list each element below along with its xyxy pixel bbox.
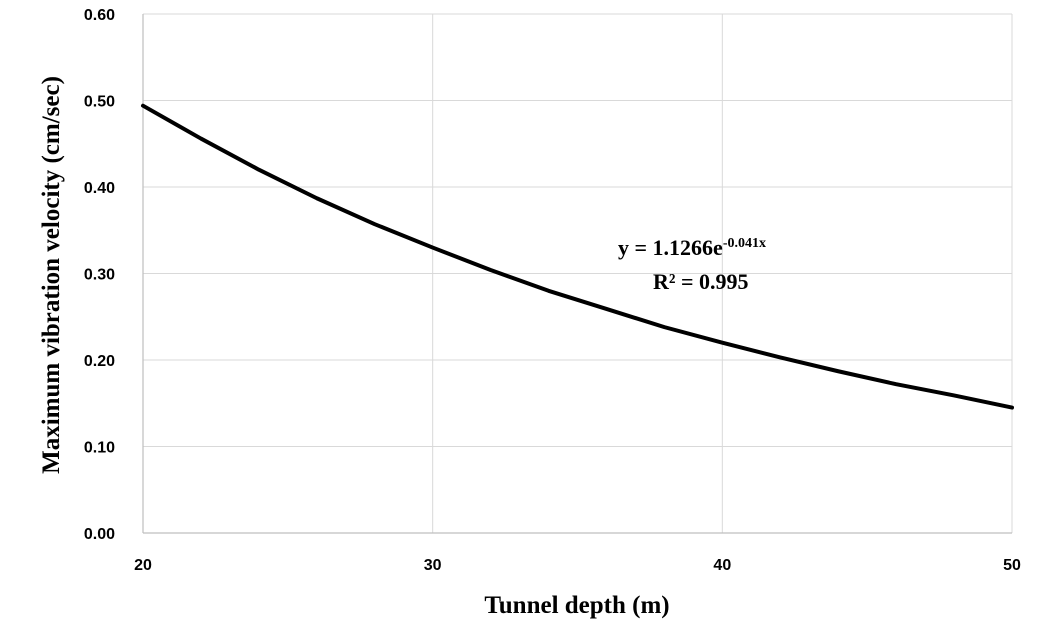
series-line	[141, 103, 1014, 410]
x-tick-label: 30	[424, 557, 442, 574]
y-axis-title: Maximum vibration velocity (cm/sec)	[38, 76, 65, 474]
tick-labels: 0.00 0.10 0.20 0.30 0.40 0.50 0.60 20 30 40 50	[84, 7, 1021, 574]
y-tick-label: 0.40	[84, 180, 115, 197]
x-tick-label: 40	[713, 557, 731, 574]
y-tick-label: 0.10	[84, 440, 115, 457]
y-tick-label: 0.50	[84, 94, 115, 111]
y-tick-label: 0.60	[84, 7, 115, 24]
x-tick-label: 20	[134, 557, 152, 574]
r-squared-annotation: R² = 0.995	[653, 269, 749, 294]
x-axis-title: Tunnel depth (m)	[484, 592, 669, 619]
y-tick-label: 0.00	[84, 526, 115, 543]
x-tick-label: 50	[1003, 557, 1021, 574]
equation-base: y = 1.1266e	[618, 235, 723, 260]
axes	[142, 14, 1012, 534]
equation-annotation: y = 1.1266e-0.041x	[618, 235, 766, 260]
grid	[142, 13, 1013, 534]
y-tick-label: 0.20	[84, 353, 115, 370]
y-tick-label: 0.30	[84, 267, 115, 284]
series	[141, 103, 1014, 410]
equation-exponent: -0.041x	[723, 236, 766, 251]
